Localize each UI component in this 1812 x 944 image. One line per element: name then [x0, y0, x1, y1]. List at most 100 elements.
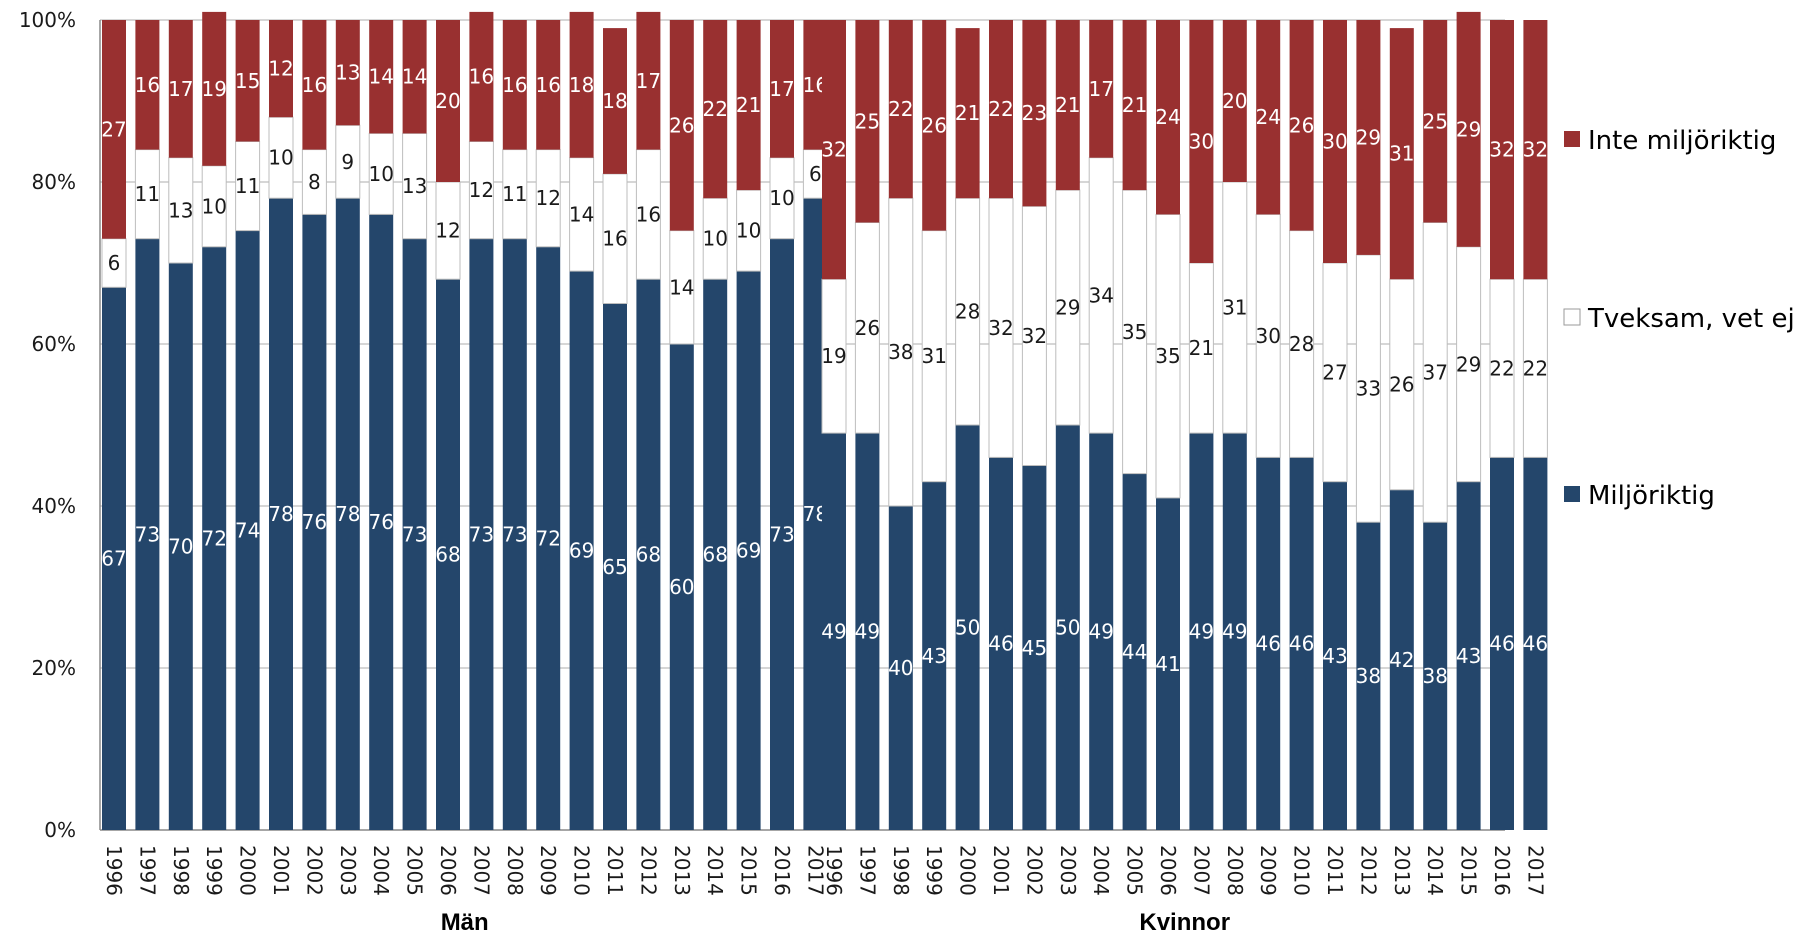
bar-segment: [822, 433, 846, 830]
data-label: 73: [135, 522, 160, 546]
bar-segment: [1222, 181, 1248, 434]
data-label: 26: [921, 113, 946, 137]
data-label: 73: [402, 522, 427, 546]
data-label: 16: [469, 65, 494, 89]
data-label: 49: [1189, 620, 1214, 644]
bar-segment: [335, 198, 360, 830]
data-label: 46: [1489, 632, 1514, 656]
bar-segment: [202, 246, 227, 831]
bar-segment: [988, 197, 1014, 458]
legend-swatch: [1563, 308, 1581, 326]
data-label: 10: [201, 194, 226, 218]
bar-segment: [402, 132, 428, 240]
data-label: 10: [268, 146, 293, 170]
bar-segment: [302, 20, 327, 150]
y-tick-label: 80%: [32, 170, 76, 194]
bar-segment: [1423, 20, 1448, 223]
bar-segment: [1289, 457, 1314, 830]
data-label: 11: [135, 182, 160, 206]
data-label: 26: [855, 316, 880, 340]
data-label: 10: [769, 186, 794, 210]
y-tick-label: 60%: [32, 332, 76, 356]
x-tick-label: 2009: [1256, 845, 1280, 896]
bar-segment: [703, 20, 728, 199]
data-label: 30: [1255, 324, 1280, 348]
bar-segment: [235, 141, 261, 232]
bar-segment: [235, 230, 260, 831]
data-label: 12: [268, 57, 293, 81]
bar-segment: [736, 271, 761, 831]
x-tick-label: 2013: [670, 845, 694, 896]
data-label: 16: [302, 73, 327, 97]
data-label: 11: [502, 182, 527, 206]
data-label: 76: [368, 510, 393, 534]
bar-segment: [602, 173, 628, 304]
x-tick-label: 2013: [1390, 845, 1414, 896]
data-label: 35: [1155, 344, 1180, 368]
data-label: 22: [1523, 356, 1548, 380]
bar-segment: [168, 263, 193, 830]
legend-label: Inte miljöriktig: [1588, 126, 1776, 156]
y-tick-label: 20%: [32, 656, 76, 680]
x-tick-label: 2010: [570, 845, 594, 896]
bar-segment: [335, 20, 360, 126]
bar-segment: [1055, 189, 1081, 426]
data-label: 43: [921, 644, 946, 668]
x-tick-label: 2001: [269, 845, 293, 896]
data-label: 40: [888, 656, 913, 680]
bar-segment: [921, 230, 947, 483]
bar-segment: [770, 238, 794, 830]
data-label: 34: [1088, 283, 1113, 307]
data-label: 72: [201, 526, 226, 550]
data-label: 21: [1055, 93, 1080, 117]
data-label: 14: [402, 65, 427, 89]
data-label: 74: [235, 518, 260, 542]
data-label: 60: [669, 575, 694, 599]
data-label: 50: [1055, 616, 1080, 640]
data-label: 31: [1389, 142, 1414, 166]
bar-segment: [135, 238, 160, 830]
x-tick-label: 2015: [737, 845, 761, 896]
x-tick-label: 2004: [1089, 845, 1113, 896]
data-label: 32: [821, 138, 846, 162]
data-label: 11: [235, 174, 260, 198]
data-label: 12: [469, 178, 494, 202]
x-tick-label: 2012: [1356, 845, 1380, 896]
bar-segment: [855, 20, 880, 223]
bar-segment: [102, 20, 126, 239]
bar-segment: [822, 20, 846, 280]
data-label: 41: [1155, 652, 1180, 676]
data-label: 38: [888, 340, 913, 364]
legend-swatch: [1564, 486, 1580, 502]
data-label: 21: [736, 93, 761, 117]
bar-segment: [468, 141, 494, 240]
bar-segment: [736, 189, 762, 272]
data-label: 24: [1155, 105, 1180, 129]
data-label: 18: [569, 73, 594, 97]
data-label: 16: [602, 227, 627, 251]
bar-segment: [536, 246, 561, 831]
bars: 6762773111670131772101974111578101276816…: [101, 11, 1548, 831]
bar-segment: [1490, 457, 1514, 830]
data-label: 22: [702, 97, 727, 121]
x-tick-label: 2008: [1223, 845, 1247, 896]
data-label: 9: [341, 150, 354, 174]
bar-segment: [168, 157, 194, 264]
bar-segment: [1222, 433, 1247, 830]
data-label: 68: [435, 543, 460, 567]
data-label: 29: [1055, 296, 1080, 320]
bar-segment: [1389, 489, 1414, 830]
data-label: 49: [1088, 620, 1113, 644]
data-label: 25: [855, 109, 880, 133]
bar-segment: [1523, 20, 1548, 280]
data-label: 78: [335, 502, 360, 526]
x-tick-label: 1998: [169, 845, 193, 896]
x-tick-label: 2016: [1490, 845, 1514, 896]
x-tick-label: 2006: [436, 845, 460, 896]
x-tick-label: 2004: [369, 845, 393, 896]
y-tick-label: 100%: [19, 8, 76, 32]
x-tick-label: 2005: [1123, 845, 1147, 896]
data-label: 25: [1422, 109, 1447, 133]
bar-segment: [1522, 278, 1548, 458]
bar-segment: [1423, 522, 1448, 830]
